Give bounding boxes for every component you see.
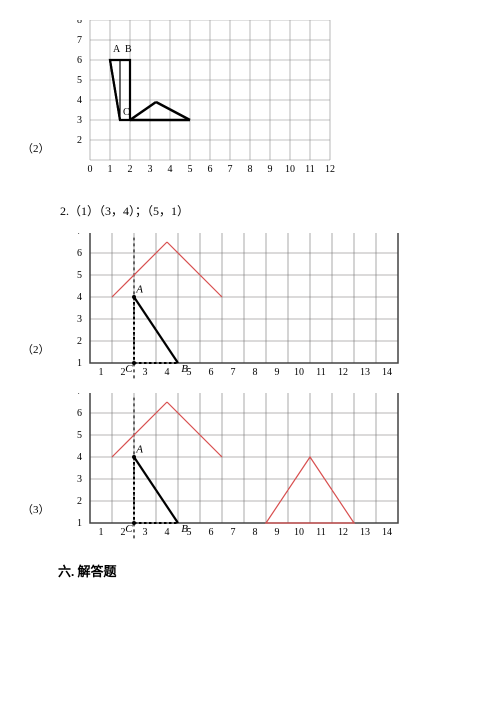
svg-text:8: 8 — [253, 367, 258, 378]
svg-text:1: 1 — [99, 527, 104, 538]
svg-text:C: C — [125, 523, 133, 535]
svg-text:A: A — [135, 284, 143, 296]
svg-text:12: 12 — [338, 527, 348, 538]
svg-text:11: 11 — [305, 164, 315, 175]
svg-text:4: 4 — [77, 452, 82, 463]
svg-text:6: 6 — [208, 164, 213, 175]
svg-text:0: 0 — [88, 164, 93, 175]
chart2-svg: 12345678910111213141234567ACB — [50, 233, 410, 383]
svg-text:3: 3 — [143, 527, 148, 538]
svg-text:12: 12 — [338, 367, 348, 378]
svg-text:C: C — [123, 107, 130, 118]
svg-text:9: 9 — [268, 164, 273, 175]
svg-text:4: 4 — [168, 164, 173, 175]
svg-text:5: 5 — [77, 430, 82, 441]
svg-text:3: 3 — [77, 115, 82, 126]
svg-text:13: 13 — [360, 367, 370, 378]
svg-text:A: A — [113, 44, 121, 55]
svg-text:1: 1 — [99, 367, 104, 378]
svg-text:4: 4 — [165, 367, 170, 378]
svg-text:7: 7 — [231, 367, 236, 378]
svg-text:6: 6 — [77, 248, 82, 259]
chart1-svg: 01234567891011122345678ABC — [50, 20, 350, 190]
svg-text:8: 8 — [248, 164, 253, 175]
svg-text:2: 2 — [77, 496, 82, 507]
chart1-block: （2） 01234567891011122345678ABC — [50, 20, 500, 190]
svg-text:11: 11 — [316, 527, 326, 538]
svg-text:7: 7 — [231, 527, 236, 538]
svg-text:7: 7 — [77, 233, 82, 237]
svg-text:13: 13 — [360, 527, 370, 538]
svg-text:4: 4 — [77, 95, 82, 106]
svg-text:14: 14 — [382, 367, 392, 378]
svg-text:3: 3 — [77, 314, 82, 325]
svg-text:2: 2 — [77, 336, 82, 347]
svg-text:10: 10 — [294, 527, 304, 538]
chart1-label: （2） — [22, 140, 50, 156]
svg-text:11: 11 — [316, 367, 326, 378]
svg-text:10: 10 — [294, 367, 304, 378]
svg-text:6: 6 — [77, 55, 82, 66]
svg-text:2: 2 — [128, 164, 133, 175]
svg-text:6: 6 — [209, 527, 214, 538]
svg-text:12: 12 — [325, 164, 335, 175]
svg-text:3: 3 — [77, 474, 82, 485]
svg-text:7: 7 — [228, 164, 233, 175]
chart3-block: （3） 12345678910111213141234567ACB — [50, 393, 500, 543]
svg-text:7: 7 — [77, 35, 82, 46]
answer-text: 2.（1）（3，4）；（5，1） — [60, 202, 500, 219]
svg-text:3: 3 — [148, 164, 153, 175]
svg-text:2: 2 — [77, 135, 82, 146]
svg-text:4: 4 — [77, 292, 82, 303]
svg-text:8: 8 — [253, 527, 258, 538]
chart3-svg: 12345678910111213141234567ACB — [50, 393, 410, 543]
svg-text:14: 14 — [382, 527, 392, 538]
svg-text:10: 10 — [285, 164, 295, 175]
section-title: 六. 解答题 — [58, 561, 500, 580]
svg-text:8: 8 — [77, 20, 82, 26]
svg-text:5: 5 — [188, 164, 193, 175]
svg-text:5: 5 — [77, 270, 82, 281]
svg-text:A: A — [135, 444, 143, 456]
svg-text:C: C — [125, 363, 133, 375]
svg-text:B: B — [125, 44, 132, 55]
svg-text:6: 6 — [77, 408, 82, 419]
svg-text:B: B — [181, 363, 188, 375]
svg-text:6: 6 — [209, 367, 214, 378]
svg-text:9: 9 — [275, 527, 280, 538]
svg-text:1: 1 — [108, 164, 113, 175]
svg-text:1: 1 — [77, 518, 82, 529]
chart2-block: （2） 12345678910111213141234567ACB — [50, 233, 500, 383]
svg-text:3: 3 — [143, 367, 148, 378]
svg-text:5: 5 — [77, 75, 82, 86]
svg-text:7: 7 — [77, 393, 82, 397]
svg-text:B: B — [181, 523, 188, 535]
svg-text:9: 9 — [275, 367, 280, 378]
svg-text:1: 1 — [77, 358, 82, 369]
chart3-label: （3） — [22, 501, 50, 517]
svg-text:4: 4 — [165, 527, 170, 538]
chart2-label: （2） — [22, 341, 50, 357]
